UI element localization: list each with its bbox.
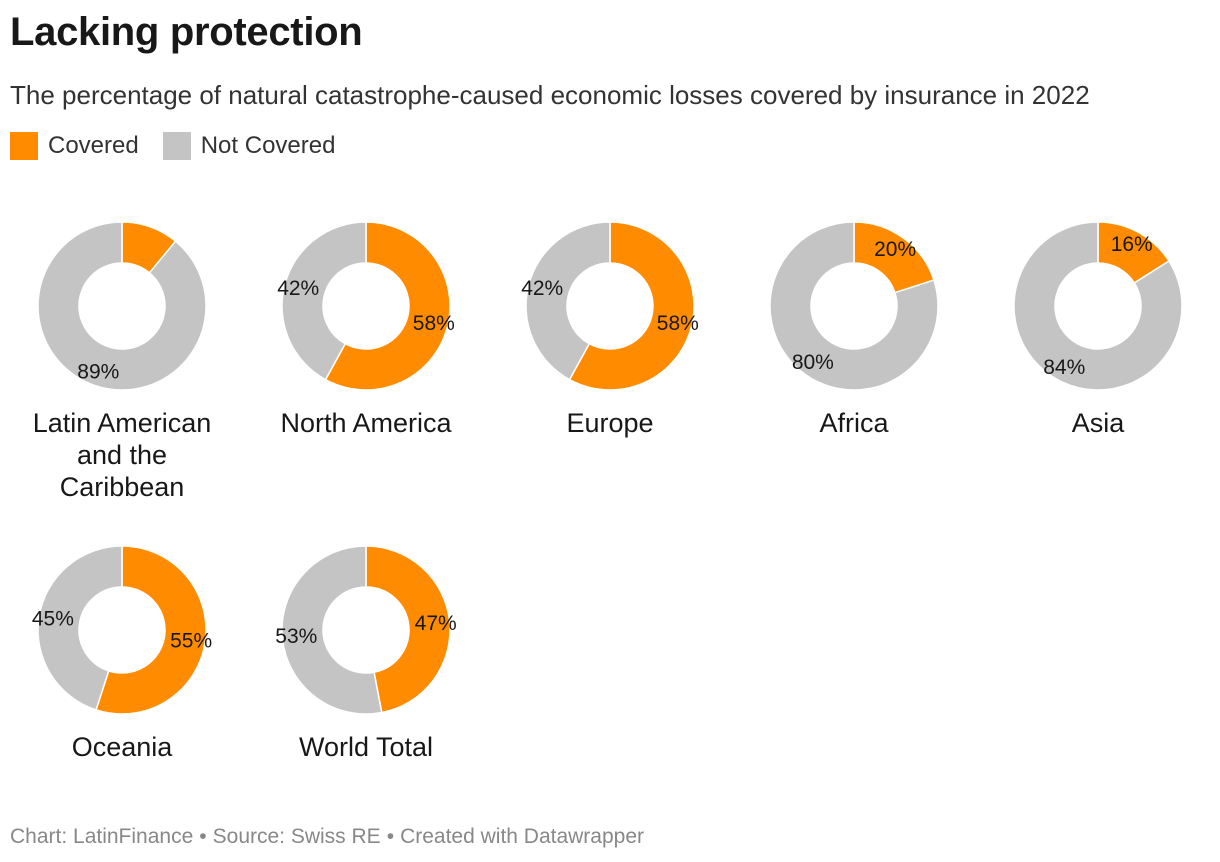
legend-swatch-not-covered xyxy=(162,132,191,160)
donut-slice-covered-world-total xyxy=(365,545,451,714)
legend-item-not-covered: Not Covered xyxy=(162,132,336,160)
donut-panel-oceania: 55% 45% Oceania xyxy=(22,545,222,763)
donut-chart-europe: 58% 42% xyxy=(521,221,699,391)
footer-created-with: Created with Datawrapper xyxy=(400,825,645,848)
donut-slice-not-covered-africa xyxy=(769,221,939,391)
legend: Covered Not Covered xyxy=(10,132,359,160)
donut-slice-covered-oceania xyxy=(95,545,207,715)
chart-footer: Chart: LatinFinance • Source: Swiss RE • Cre… xyxy=(10,825,645,848)
donut-label-covered-oceania: 55% xyxy=(170,629,212,652)
donut-slice-not-covered-oceania xyxy=(37,545,123,711)
donut-chart-oceania: 55% 45% xyxy=(32,545,212,715)
donut-label-covered-europe: 58% xyxy=(657,312,699,335)
chart-title: Lacking protection xyxy=(10,10,363,54)
chart-subtitle: The percentage of natural catastrophe-ca… xyxy=(10,80,1090,110)
donut-title-asia: Asia xyxy=(1071,408,1125,438)
donut-chart-world-total: 47% 53% xyxy=(275,545,457,715)
footer-source: Source: Swiss RE xyxy=(212,825,381,848)
donut-panel-asia: 16% 84% Asia xyxy=(998,221,1198,439)
donut-title-oceania: Oceania xyxy=(71,732,173,762)
legend-item-covered: Covered xyxy=(10,132,139,160)
donut-label-covered-world-total: 47% xyxy=(415,612,457,635)
donut-title-world-total: World Total xyxy=(298,732,434,762)
donut-label-not-covered-north-america: 42% xyxy=(277,277,319,300)
donut-title-latin-american-and-the-caribbean: Latin American and the Caribbean xyxy=(32,408,212,502)
donut-label-covered-north-america: 58% xyxy=(413,312,455,335)
donut-slice-not-covered-north-america xyxy=(281,221,367,381)
donut-slice-not-covered-europe xyxy=(525,221,611,381)
donut-chart-africa: 20% 80% xyxy=(769,221,939,391)
donut-label-not-covered-africa: 80% xyxy=(792,351,834,374)
donut-label-not-covered-europe: 42% xyxy=(521,277,563,300)
donut-title-europe: Europe xyxy=(566,408,654,438)
legend-swatch-covered xyxy=(10,132,38,160)
donut-chart-latin-american-and-the-caribbean: 89% xyxy=(37,221,207,391)
donut-title-north-america: North America xyxy=(280,408,452,438)
donut-label-covered-africa: 20% xyxy=(874,238,916,261)
legend-label-covered: Covered xyxy=(48,132,139,159)
donut-slice-not-covered-asia xyxy=(1013,221,1183,391)
donut-label-not-covered-latin-american-and-the-caribbean: 89% xyxy=(77,360,119,383)
donut-panel-latin-american-and-the-caribbean: 89% Latin American and the Caribbean xyxy=(22,221,222,503)
donut-slice-not-covered-world-total xyxy=(281,545,383,715)
donut-title-africa: Africa xyxy=(819,408,889,438)
donut-chart-north-america: 58% 42% xyxy=(277,221,455,391)
donut-label-covered-asia: 16% xyxy=(1111,233,1153,256)
donut-slice-covered-north-america xyxy=(324,221,451,391)
donut-slice-not-covered-latin-american-and-the-caribbean xyxy=(37,221,207,391)
donut-panel-europe: 58% 42% Europe xyxy=(510,221,710,439)
donut-panel-world-total: 47% 53% World Total xyxy=(266,545,466,763)
donut-label-not-covered-oceania: 45% xyxy=(32,608,74,631)
donut-label-not-covered-asia: 84% xyxy=(1043,356,1085,379)
legend-label-not-covered: Not Covered xyxy=(200,132,336,159)
donut-chart-asia: 16% 84% xyxy=(1013,221,1183,391)
donut-slice-covered-europe xyxy=(568,221,695,391)
donut-panel-africa: 20% 80% Africa xyxy=(754,221,954,439)
donut-panel-north-america: 58% 42% North America xyxy=(266,221,466,439)
footer-chart-credit: Chart: LatinFinance xyxy=(10,825,194,848)
donut-label-not-covered-world-total: 53% xyxy=(275,625,317,648)
